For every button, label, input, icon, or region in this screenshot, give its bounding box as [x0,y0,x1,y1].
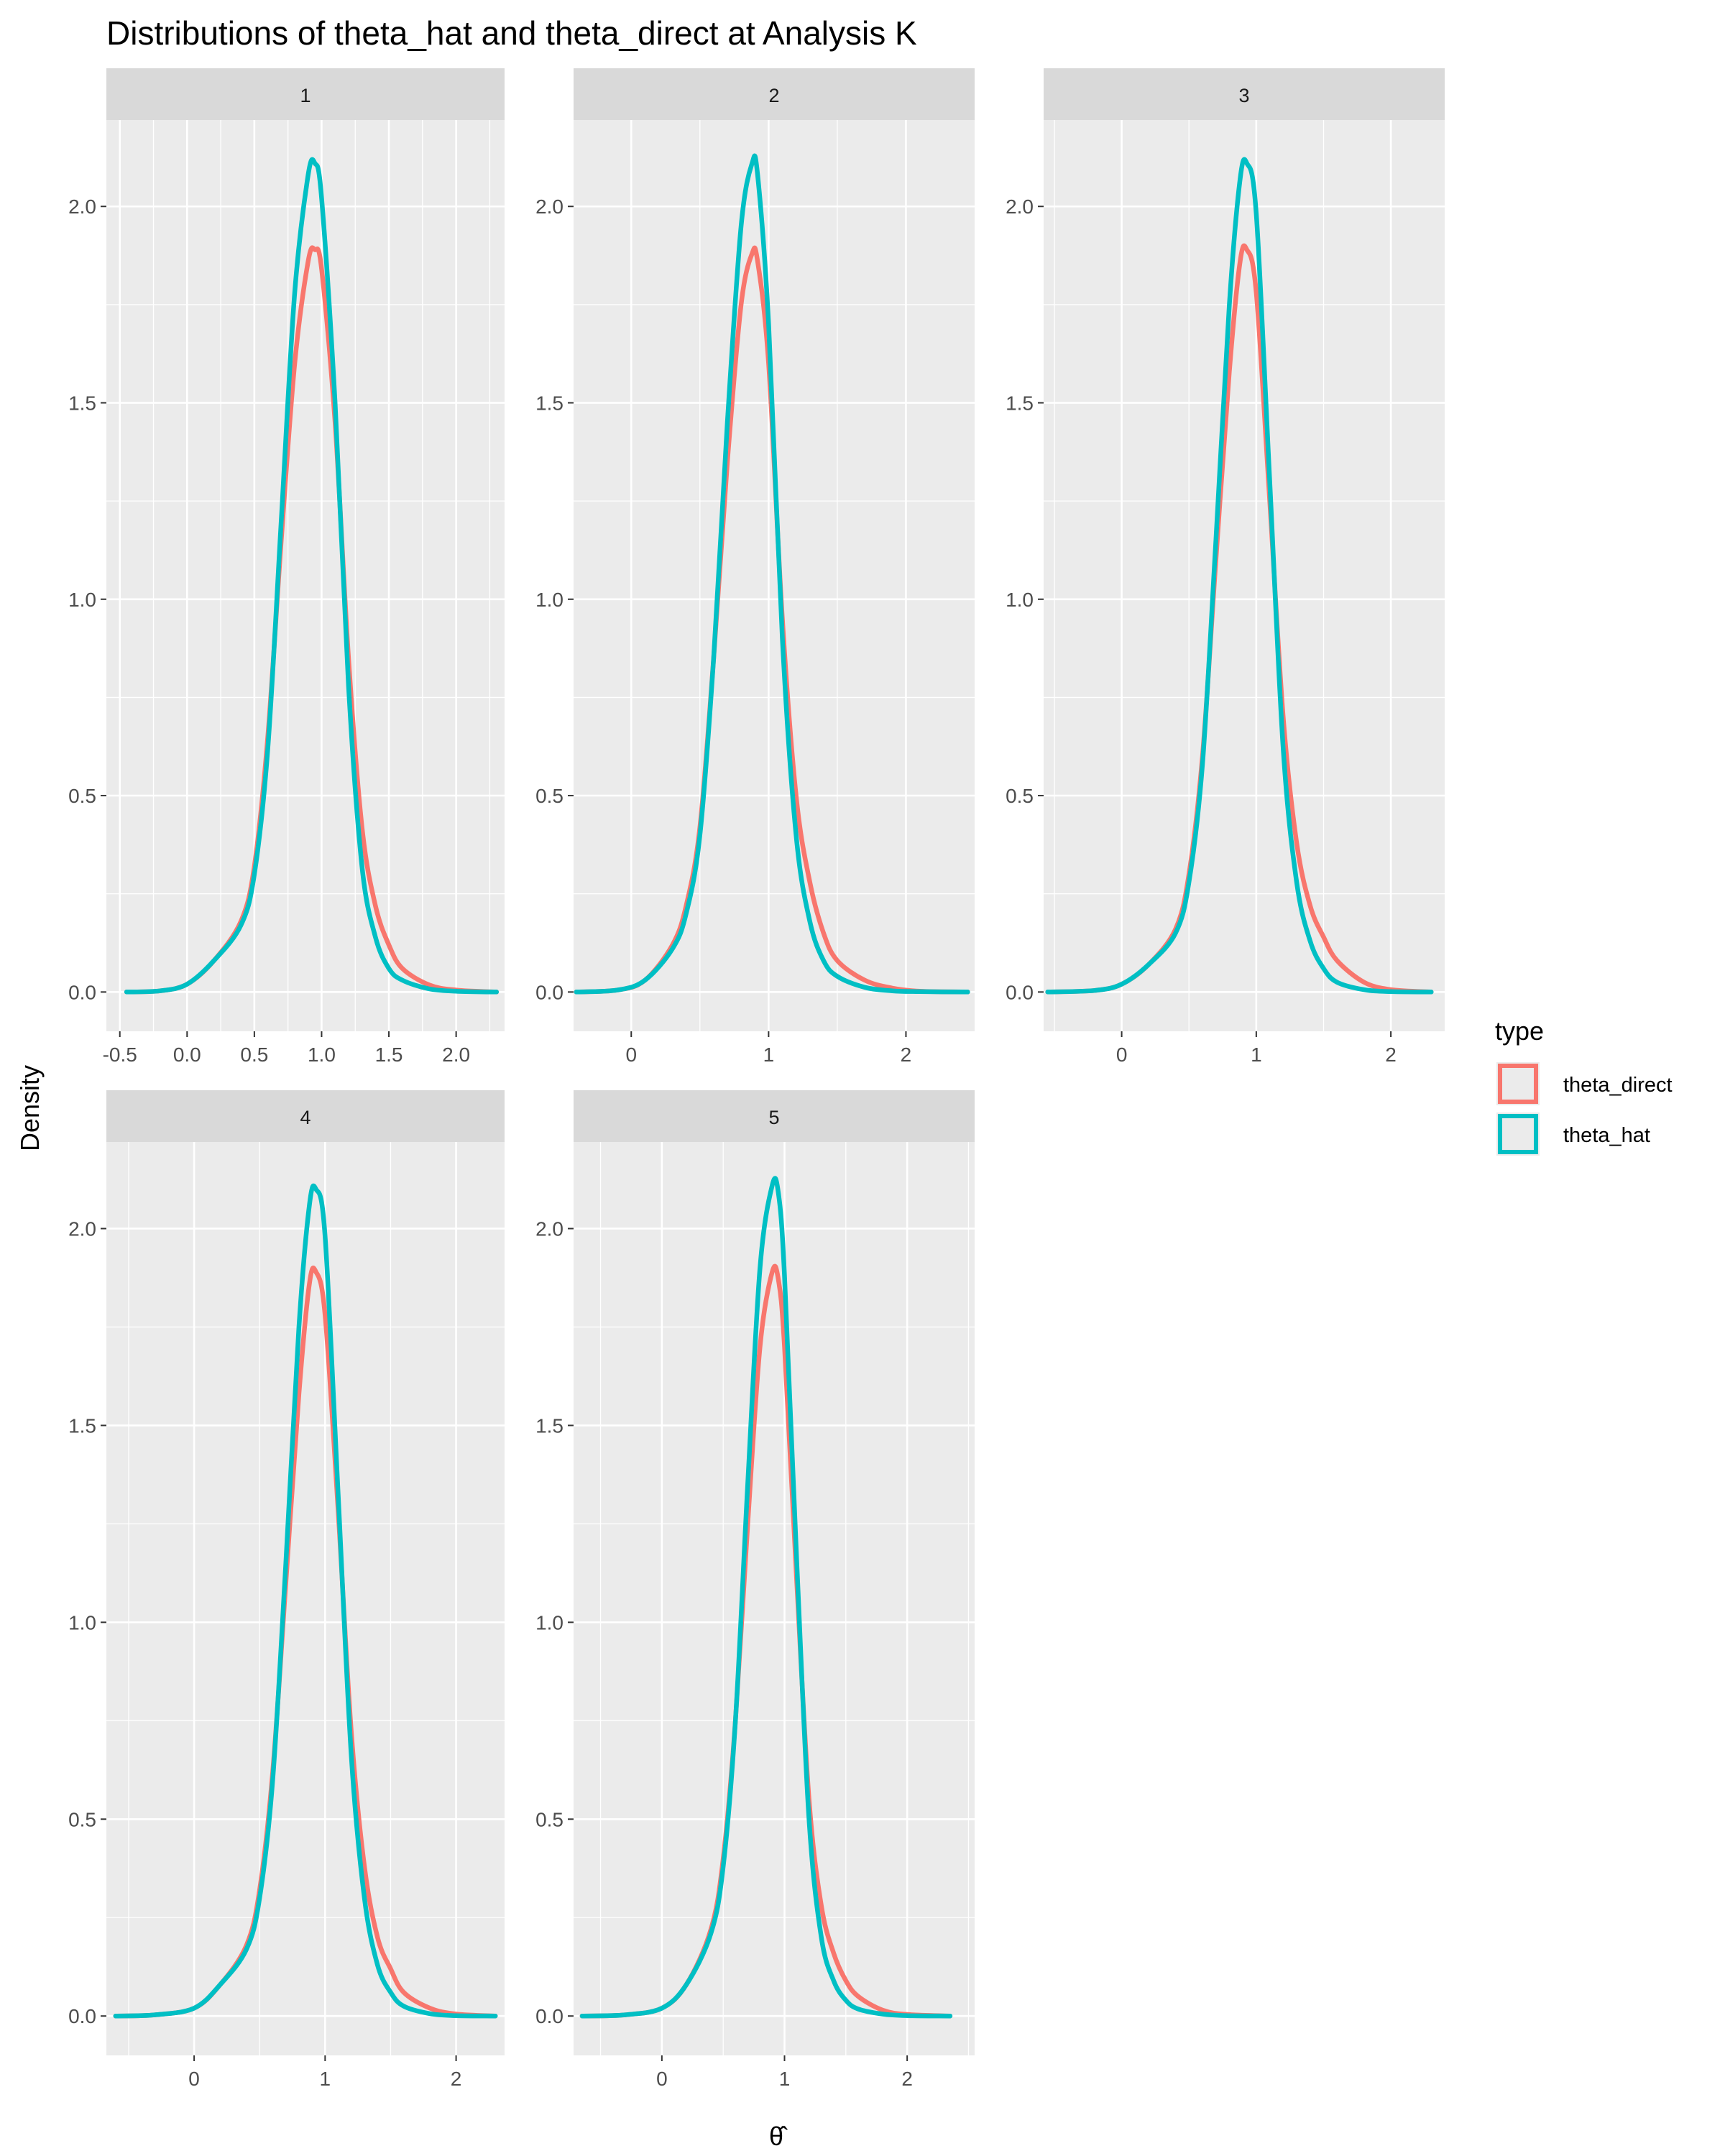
facet-strip-label: 2 [768,85,779,106]
y-tick-label: 1.0 [68,589,96,611]
facet-panel-2: 2 0.0 0.5 1.0 1.5 2.0 0 1 2 [535,68,975,1066]
y-tick-label: 1.5 [535,1414,564,1437]
y-tick-label: 0.5 [535,785,564,807]
panel-background [574,120,975,1031]
x-tick-label: 1 [763,1044,775,1066]
x-tick-label: 0.0 [173,1044,201,1066]
facet-strip [106,68,505,120]
y-tick-label: 1.5 [1006,392,1034,415]
legend-key-background [1496,1112,1540,1156]
x-tick-label: 2 [1385,1044,1397,1066]
panel-background [106,120,505,1031]
legend-key-background [1496,1062,1540,1105]
panel-background [1044,120,1445,1031]
y-tick-label: 1.5 [68,392,96,415]
legend-label: theta_hat [1563,1124,1650,1147]
y-tick-label: 1.5 [535,392,564,415]
facet-panel-5: 5 0.0 0.5 1.0 1.5 2.0 0 1 2 [535,1090,975,2090]
y-tick-label: 2.0 [68,1218,96,1240]
legend-key [1498,1064,1538,1104]
x-tick-label: -0.5 [103,1044,137,1066]
x-tick-label: 0.5 [240,1044,268,1066]
legend-title: type [1495,1016,1544,1046]
legend-key [1498,1114,1538,1154]
facet-strip-label: 1 [300,85,310,106]
x-tick-label: 0 [1116,1044,1128,1066]
facet-strip-label: 4 [300,1107,310,1128]
facet-strip-label: 5 [768,1107,779,1128]
facet-panel-1: 1 0.0 0.5 1.0 1.5 2.0 -0.5 0.0 0.5 1.0 1.5 2.0 [68,68,505,1066]
legend: type theta_direct theta_hat [1495,1016,1673,1156]
y-tick-label: 0.5 [1006,785,1034,807]
facet-strip [1044,68,1445,120]
density-line-theta-hat [574,153,970,995]
panel-background [574,1142,975,2055]
facet-strip [106,1090,505,1142]
panel-background [106,1142,505,2055]
x-tick-label: 1 [320,2068,331,2090]
facet-strip-label: 3 [1238,85,1249,106]
y-tick-label: 2.0 [68,195,96,218]
y-tick-label: 0.5 [68,785,96,807]
x-tick-label: 1.5 [375,1044,403,1066]
x-tick-label: 0 [625,1044,637,1066]
y-tick-label: 0.0 [535,981,564,1003]
x-tick-label: 2.0 [442,1044,470,1066]
y-tick-label: 1.0 [535,1611,564,1634]
facet-panel-4: 4 0.0 0.5 1.0 1.5 2.0 0 1 2 [68,1090,505,2090]
y-tick-label: 0.0 [1006,981,1034,1003]
y-tick-label: 1.5 [68,1414,96,1437]
x-tick-label: 2 [901,2068,913,2090]
facet-strip [574,1090,975,1142]
x-tick-label: 1 [1251,1044,1262,1066]
facet-panel-3: 3 0.0 0.5 1.0 1.5 2.0 0 1 2 [1006,68,1445,1066]
y-tick-label: 0.0 [68,2005,96,2027]
y-tick-label: 0.5 [535,1808,564,1830]
x-tick-label: 1 [779,2068,791,2090]
y-tick-label: 1.0 [535,589,564,611]
density-line-theta-hat [113,1183,498,2019]
facet-strip [574,68,975,120]
density-line-theta-hat [124,157,500,995]
x-tick-label: 0 [188,2068,200,2090]
density-line-theta-hat [1045,157,1434,995]
x-axis-title: θ̂ [769,2122,788,2151]
y-tick-label: 0.0 [535,2005,564,2027]
y-tick-label: 2.0 [535,195,564,218]
density-line-theta-hat [579,1176,953,2019]
y-tick-label: 2.0 [535,1218,564,1240]
chart-title: Distributions of theta_hat and theta_dir… [106,14,917,52]
x-tick-label: 2 [451,2068,462,2090]
x-tick-label: 2 [901,1044,912,1066]
x-tick-label: 1.0 [308,1044,336,1066]
x-tick-label: 0 [656,2068,668,2090]
y-tick-label: 2.0 [1006,195,1034,218]
y-tick-label: 1.0 [68,1611,96,1634]
y-tick-label: 0.0 [68,981,96,1003]
y-axis-title: Density [15,1065,45,1151]
y-tick-label: 1.0 [1006,589,1034,611]
legend-label: theta_direct [1563,1074,1673,1097]
y-tick-label: 0.5 [68,1808,96,1830]
